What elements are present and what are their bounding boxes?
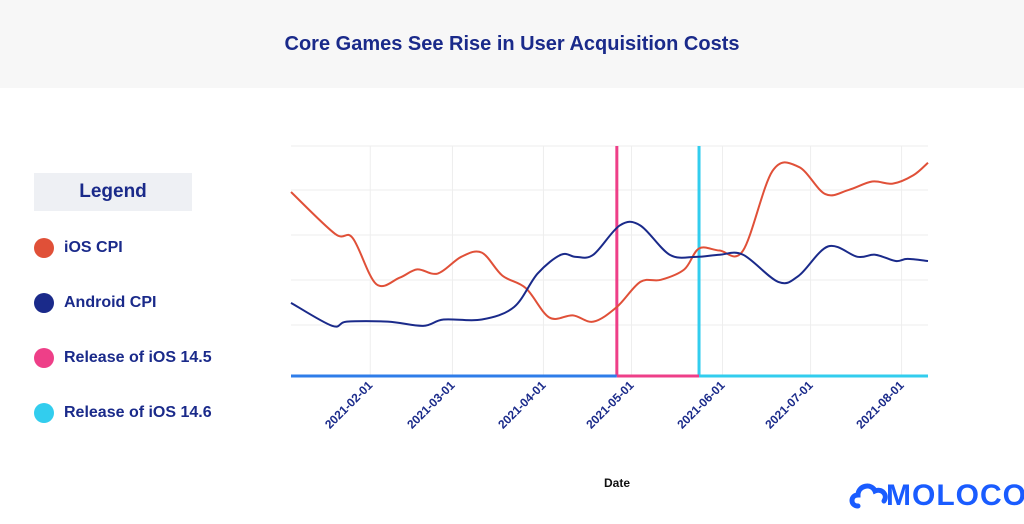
- x-axis-label: Date: [604, 476, 630, 490]
- legend-dot: [34, 403, 54, 423]
- legend-label: Release of iOS 14.6: [64, 404, 212, 421]
- x-tick-label: 2021-04-01: [495, 378, 549, 432]
- logo-text: MOLOCO: [886, 479, 1024, 512]
- legend-item-ios-14-6[interactable]: Release of iOS 14.6: [34, 401, 212, 425]
- cloud-icon: [849, 483, 888, 509]
- grid-lines: [291, 145, 928, 376]
- series-line-ios-cpi: [290, 161, 929, 323]
- legend-dot: [34, 238, 54, 258]
- moloco-logo: MOLOCO: [846, 472, 1024, 520]
- legend-label: Release of iOS 14.5: [64, 349, 212, 366]
- release-markers: [615, 146, 701, 376]
- series-line-android-cpi: [290, 220, 929, 328]
- x-tick-label: 2021-03-01: [404, 378, 458, 432]
- series-lines: [290, 161, 929, 328]
- legend-item-ios-cpi[interactable]: iOS CPI: [34, 236, 123, 260]
- legend-item-ios-14-5[interactable]: Release of iOS 14.5: [34, 346, 212, 370]
- legend-dot: [34, 293, 54, 313]
- legend-dot: [34, 348, 54, 368]
- x-tick-label: 2021-07-01: [762, 378, 816, 432]
- legend-label: iOS CPI: [64, 239, 123, 256]
- x-tick-label: 2021-08-01: [853, 378, 907, 432]
- chart-title: Core Games See Rise in User Acquisition …: [284, 32, 740, 55]
- legend-title: Legend: [79, 181, 147, 202]
- title-bar: Core Games See Rise in User Acquisition …: [0, 0, 1024, 88]
- legend-label: Android CPI: [64, 294, 157, 311]
- legend-item-android-cpi[interactable]: Android CPI: [34, 291, 156, 315]
- x-tick-label: 2021-06-01: [674, 378, 728, 432]
- x-tick-labels: 2021-02-01 2021-03-01 2021-04-01 2021-05-01…: [322, 378, 907, 432]
- x-tick-label: 2021-02-01: [322, 378, 376, 432]
- x-tick-label: 2021-05-01: [583, 378, 637, 432]
- legend-title-box: Legend: [34, 173, 192, 211]
